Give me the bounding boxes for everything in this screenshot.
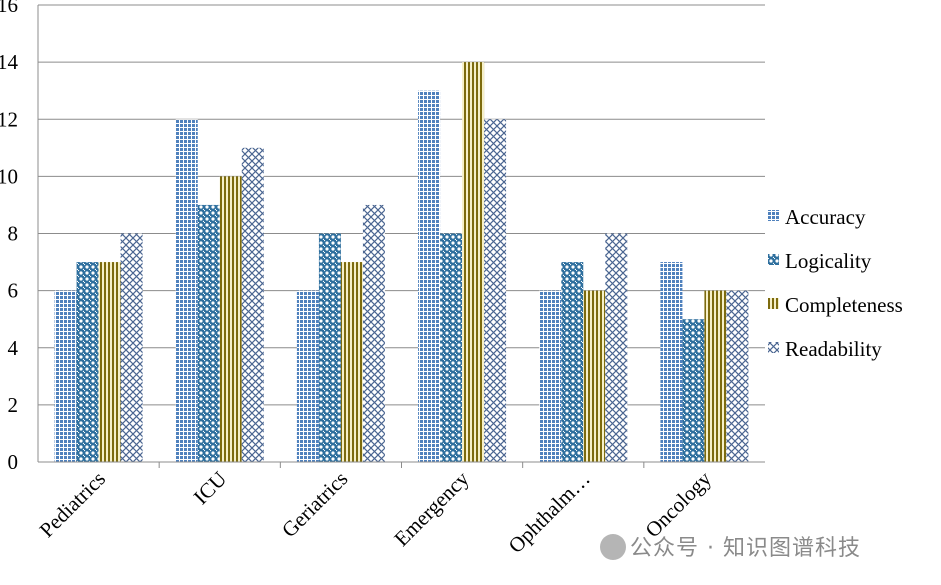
wechat-icon <box>600 534 626 560</box>
bar-completeness-3 <box>462 62 485 462</box>
y-tick-label: 16 <box>0 0 18 17</box>
y-tick-label: 6 <box>8 279 19 303</box>
bar-accuracy-0 <box>54 290 77 462</box>
x-tick-label: ICU <box>189 467 232 510</box>
legend-label: Logicality <box>785 249 872 273</box>
legend-label: Readability <box>785 337 882 361</box>
legend-label: Completeness <box>785 293 903 317</box>
bar-completeness-2 <box>340 262 363 462</box>
x-tick-label: Pediatrics <box>35 467 111 543</box>
bar-logicality-4 <box>561 262 584 462</box>
y-tick-label: 14 <box>0 50 19 74</box>
x-tick-label: Ophthalm… <box>504 467 595 558</box>
bar-logicality-0 <box>76 262 99 462</box>
bar-completeness-4 <box>583 290 606 462</box>
legend-swatch <box>768 210 779 221</box>
watermark: 公众号 · 知识图谱科技 <box>600 530 861 562</box>
bar-readability-0 <box>120 233 143 462</box>
bar-accuracy-4 <box>539 290 562 462</box>
bar-readability-2 <box>362 204 385 462</box>
legend-label: Accuracy <box>785 205 866 229</box>
y-tick-label: 10 <box>0 164 18 188</box>
bar-completeness-0 <box>98 262 121 462</box>
bar-accuracy-5 <box>660 262 683 462</box>
x-tick-label: Geriatrics <box>277 467 353 543</box>
bar-logicality-2 <box>318 233 341 462</box>
bar-readability-1 <box>241 147 264 462</box>
bar-readability-4 <box>605 233 628 462</box>
bar-logicality-3 <box>440 233 463 462</box>
y-tick-label: 2 <box>8 393 19 417</box>
gridlines <box>38 4 765 463</box>
y-tick-label: 8 <box>8 222 19 246</box>
bar-accuracy-2 <box>296 290 319 462</box>
watermark-text: 公众号 · 知识图谱科技 <box>630 536 861 561</box>
bar-logicality-5 <box>682 319 705 462</box>
bars <box>54 62 749 462</box>
y-tick-label: 0 <box>8 450 19 474</box>
bar-completeness-1 <box>219 176 242 462</box>
legend: Accuracy Logicality Completeness Readabilit… <box>768 205 903 361</box>
x-tick-label: Emergency <box>389 466 474 551</box>
y-tick-label: 4 <box>8 336 19 360</box>
bar-logicality-1 <box>197 204 220 462</box>
bar-readability-3 <box>484 119 507 462</box>
legend-swatch <box>768 342 779 353</box>
y-tick-label: 12 <box>0 107 18 131</box>
legend-swatch <box>768 298 779 309</box>
bar-readability-5 <box>726 290 749 462</box>
bar-completeness-5 <box>704 290 727 462</box>
bar-accuracy-3 <box>418 90 441 462</box>
bar-accuracy-1 <box>175 119 198 462</box>
legend-swatch <box>768 254 779 265</box>
